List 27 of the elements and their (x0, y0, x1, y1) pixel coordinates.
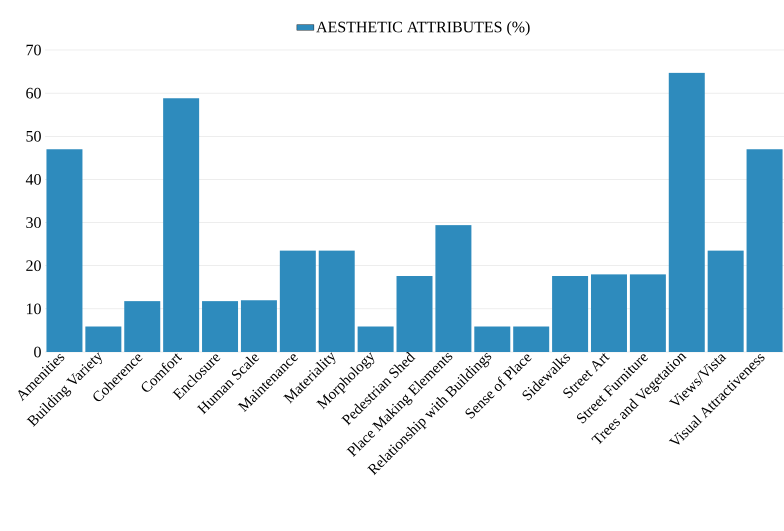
bar (668, 72, 705, 352)
bar (240, 300, 277, 352)
bar (590, 274, 627, 352)
y-tick-label: 20 (26, 260, 41, 272)
bar (435, 225, 472, 352)
y-tick-label: 40 (26, 174, 41, 185)
bar (202, 301, 238, 352)
bar (318, 250, 355, 352)
bar (630, 274, 666, 352)
bar (358, 326, 394, 352)
bar (513, 326, 550, 352)
bar (746, 149, 783, 352)
bar (124, 301, 160, 352)
y-tick-label: 30 (26, 217, 41, 228)
legend-label: AESTHETIC ATTRIBUTES (%) (316, 21, 530, 36)
bar (163, 98, 200, 352)
bar (474, 326, 510, 352)
bar (396, 276, 433, 352)
bar (708, 250, 744, 352)
y-tick-label: 50 (26, 130, 41, 142)
bar (552, 276, 588, 352)
y-tick-label: 70 (26, 44, 41, 56)
bar (46, 149, 82, 352)
y-tick-label: 60 (26, 88, 41, 99)
y-tick-label: 10 (26, 303, 41, 314)
bar (280, 250, 316, 352)
bar (85, 326, 122, 352)
